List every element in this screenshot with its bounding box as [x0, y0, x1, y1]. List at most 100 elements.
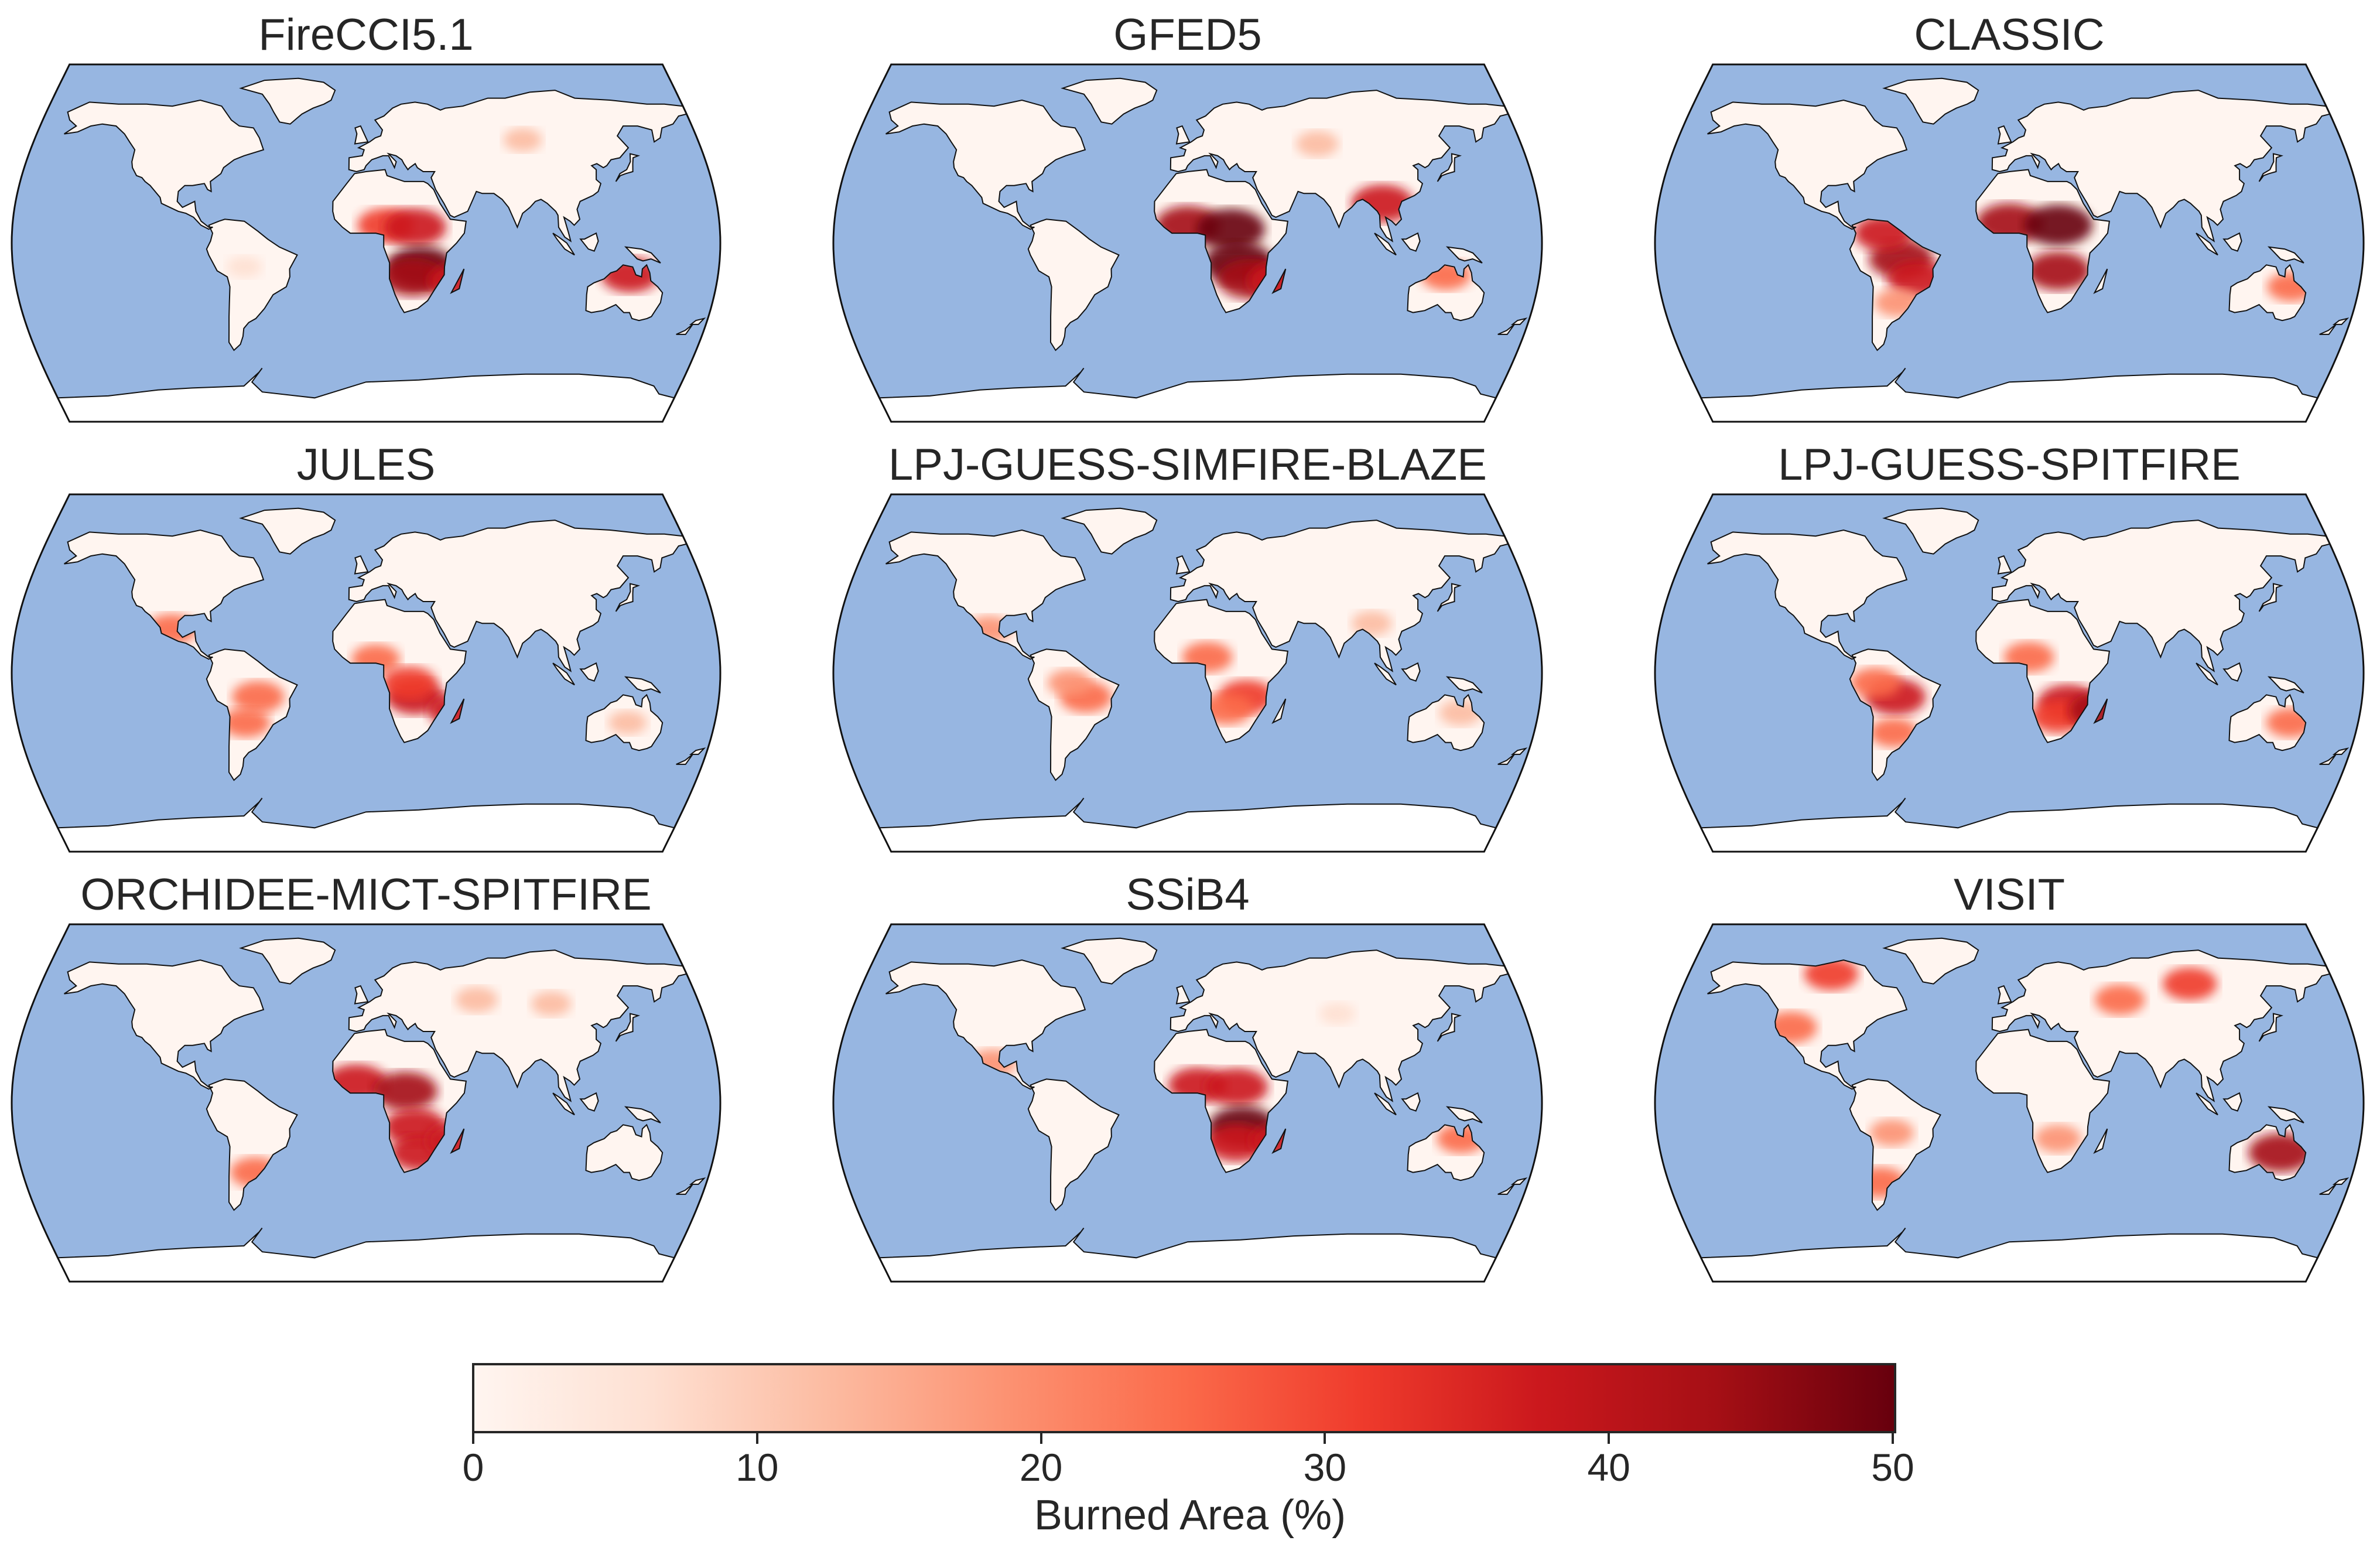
land: [2196, 233, 2218, 255]
land: [676, 324, 693, 334]
land: [2319, 324, 2336, 334]
map-panel: CLASSIC: [1654, 9, 2365, 423]
land: [2224, 1093, 2242, 1111]
land: [1497, 324, 1514, 334]
colorbar-tick: [472, 1433, 474, 1444]
map-frame: [11, 493, 721, 853]
land: [580, 1093, 599, 1111]
land: [1062, 508, 1157, 554]
coastline: [885, 529, 1086, 660]
coastline: [1707, 99, 1908, 230]
coastline: [1401, 1092, 1421, 1112]
land: [348, 950, 687, 1101]
burned-area-hotspot: [2026, 251, 2091, 291]
coastline: [2196, 662, 2218, 686]
land: [348, 520, 687, 671]
burned-area-hotspot: [1047, 669, 1092, 696]
map-panel: JULES: [11, 439, 721, 853]
land: [1497, 1184, 1514, 1194]
land: [885, 960, 1085, 1089]
colorbar-tick: [755, 1433, 758, 1444]
land: [2196, 1093, 2218, 1115]
coastline: [1027, 1078, 1120, 1211]
colorbar-tick-label: 0: [462, 1446, 484, 1489]
coastline: [1437, 153, 1462, 182]
colorbar-tick-label: 20: [1019, 1446, 1063, 1489]
antarctica: [57, 1228, 675, 1282]
coastline: [332, 599, 467, 743]
coastline: [1437, 583, 1462, 612]
land: [1884, 78, 1979, 124]
land: [1402, 1093, 1420, 1111]
burned-area-hotspot: [531, 991, 572, 1016]
world-map: [11, 923, 721, 1283]
map-panel: SSiB4: [832, 869, 1543, 1283]
map-grid: FireCCI5.1 GFED5 CLASSIC JULES LPJ-GUESS-SIM…: [11, 9, 2365, 1283]
coastline: [1975, 1029, 2111, 1173]
coastline: [885, 99, 1086, 230]
antarctica: [57, 798, 675, 852]
coastline: [64, 959, 265, 1090]
coastline: [2222, 232, 2242, 252]
burned-area-hotspot: [2024, 204, 2093, 246]
coastline: [585, 694, 664, 752]
coastline: [1849, 1078, 1941, 1211]
coastline: [2228, 694, 2307, 752]
colorbar-tick: [1608, 1433, 1610, 1444]
land: [64, 530, 264, 660]
coastline: [1027, 218, 1120, 351]
coastline: [1061, 507, 1158, 555]
land: [676, 1184, 693, 1194]
map-panel: FireCCI5.1: [11, 9, 721, 423]
coastline: [1997, 985, 2012, 1005]
coastline: [206, 218, 298, 351]
colorbar-tick: [1892, 1433, 1894, 1444]
land: [348, 90, 687, 241]
land: [1998, 126, 2012, 144]
coastline: [2222, 662, 2242, 682]
coastline: [2093, 268, 2108, 295]
coastline: [1991, 949, 2331, 1102]
land: [1374, 663, 1396, 685]
coastline: [1154, 169, 1289, 313]
land: [1374, 233, 1396, 255]
coastline: [615, 583, 641, 612]
burned-area-hotspot: [1439, 699, 1482, 726]
coastline: [2319, 1184, 2337, 1195]
world-map: [1654, 923, 2365, 1283]
coastline: [348, 949, 688, 1102]
coastline: [2267, 246, 2304, 264]
map-frame: [832, 493, 1543, 853]
map-frame: [11, 63, 721, 423]
antarctica: [57, 368, 675, 422]
coastline: [676, 754, 693, 765]
map-panel: VISIT: [1654, 869, 2365, 1283]
coastline: [332, 169, 467, 313]
coastline: [1707, 959, 1908, 1090]
land: [1512, 318, 1526, 325]
coastline: [885, 959, 1086, 1090]
land: [2224, 663, 2242, 681]
land: [1707, 530, 1907, 660]
colorbar-tick-label: 10: [736, 1446, 779, 1489]
panel-title: CLASSIC: [1914, 10, 2105, 60]
coastline: [2267, 676, 2304, 694]
burned-area-hotspot: [2094, 984, 2145, 1015]
coastline: [332, 1029, 467, 1173]
coastline: [64, 529, 265, 660]
world-map: [1654, 63, 2365, 423]
coastline: [585, 1123, 664, 1181]
land: [1402, 233, 1420, 251]
land: [1177, 986, 1190, 1004]
coastline: [2332, 747, 2350, 755]
coastline: [1849, 218, 1941, 351]
land: [2334, 318, 2348, 325]
land: [355, 556, 368, 574]
land: [2224, 233, 2242, 251]
coastline: [689, 317, 706, 325]
coastline: [57, 797, 675, 852]
coastline: [1700, 1227, 2319, 1282]
coastline: [239, 507, 336, 555]
land: [690, 748, 705, 754]
coastline: [1061, 77, 1158, 125]
